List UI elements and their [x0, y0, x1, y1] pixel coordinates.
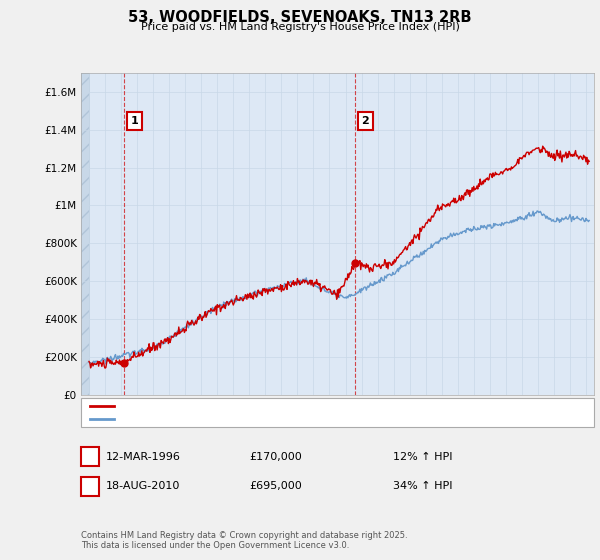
Text: 2011: 2011 — [357, 398, 366, 419]
Text: Contains HM Land Registry data © Crown copyright and database right 2025.
This d: Contains HM Land Registry data © Crown c… — [81, 530, 407, 550]
Text: 53, WOODFIELDS, SEVENOAKS, TN13 2RB: 53, WOODFIELDS, SEVENOAKS, TN13 2RB — [128, 10, 472, 25]
Text: 1: 1 — [86, 452, 94, 461]
Text: 1998: 1998 — [149, 398, 158, 419]
Text: 2015: 2015 — [421, 398, 430, 419]
Text: 1997: 1997 — [133, 398, 142, 419]
Text: 2020: 2020 — [502, 398, 511, 419]
Text: 12-MAR-1996: 12-MAR-1996 — [106, 452, 181, 461]
Text: £170,000: £170,000 — [249, 452, 302, 461]
Text: 2001: 2001 — [197, 398, 206, 419]
Text: 2000: 2000 — [181, 398, 190, 419]
Text: 34% ↑ HPI: 34% ↑ HPI — [393, 482, 452, 491]
Text: 2004: 2004 — [245, 398, 254, 419]
Text: 2006: 2006 — [277, 398, 286, 419]
Text: 2023: 2023 — [550, 398, 559, 419]
Text: 1999: 1999 — [164, 398, 173, 419]
Text: 2010: 2010 — [341, 398, 350, 419]
Text: 2025: 2025 — [581, 398, 590, 419]
Text: HPI: Average price, detached house, Sevenoaks: HPI: Average price, detached house, Seve… — [120, 414, 370, 423]
Text: 2002: 2002 — [213, 398, 222, 419]
Text: 2017: 2017 — [453, 398, 462, 419]
Text: 2013: 2013 — [389, 398, 398, 419]
Text: 12% ↑ HPI: 12% ↑ HPI — [393, 452, 452, 461]
Text: 1996: 1996 — [116, 398, 125, 419]
Text: 2021: 2021 — [517, 398, 526, 419]
Text: 2: 2 — [86, 482, 94, 491]
Text: 2008: 2008 — [309, 398, 318, 419]
Text: 2024: 2024 — [565, 398, 574, 419]
Text: 2: 2 — [362, 116, 369, 127]
Text: 2005: 2005 — [261, 398, 270, 419]
Text: 18-AUG-2010: 18-AUG-2010 — [106, 482, 181, 491]
Text: 2019: 2019 — [485, 398, 494, 419]
Text: 1994: 1994 — [85, 398, 94, 419]
Text: Price paid vs. HM Land Registry's House Price Index (HPI): Price paid vs. HM Land Registry's House … — [140, 22, 460, 32]
Text: 2003: 2003 — [229, 398, 238, 419]
Text: 2018: 2018 — [469, 398, 478, 419]
Text: 53, WOODFIELDS, SEVENOAKS, TN13 2RB (detached house): 53, WOODFIELDS, SEVENOAKS, TN13 2RB (det… — [120, 401, 433, 410]
Text: 2012: 2012 — [373, 398, 382, 419]
Text: 2009: 2009 — [325, 398, 334, 419]
Text: £695,000: £695,000 — [249, 482, 302, 491]
Text: 2016: 2016 — [437, 398, 446, 419]
Text: 2007: 2007 — [293, 398, 302, 419]
Text: 1995: 1995 — [101, 398, 110, 419]
Bar — [81, 73, 89, 395]
Text: 1: 1 — [131, 116, 139, 127]
Text: 2014: 2014 — [405, 398, 414, 419]
Text: 2022: 2022 — [533, 398, 542, 419]
